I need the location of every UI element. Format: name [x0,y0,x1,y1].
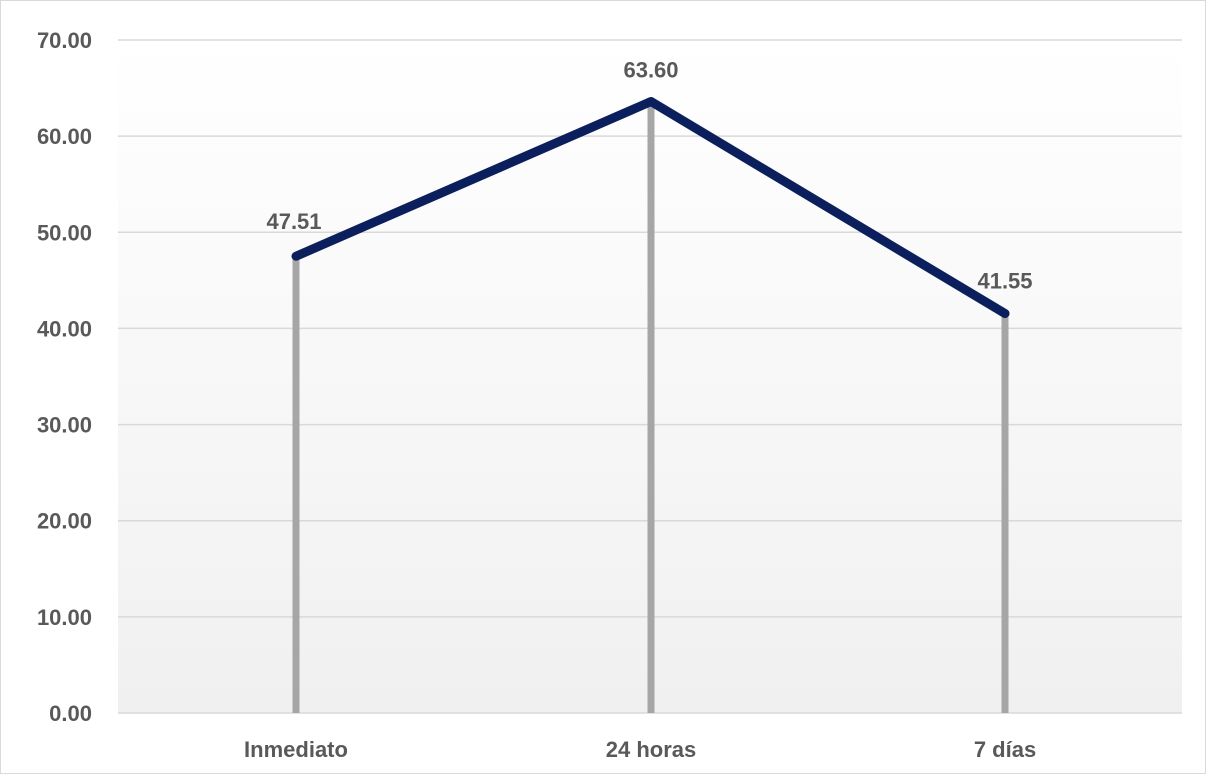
x-tick-label: 7 días [974,737,1036,762]
x-tick-label: 24 horas [606,737,697,762]
y-tick-label: 10.00 [37,605,92,630]
x-tick-label: Inmediato [244,737,348,762]
data-label: 41.55 [977,269,1032,294]
y-tick-label: 60.00 [37,124,92,149]
y-tick-label: 70.00 [37,28,92,53]
series-line-group [291,97,1010,319]
data-point [1001,309,1009,318]
y-tick-label: 40.00 [37,316,92,341]
data-labels: 47.51 63.60 41.55 [266,58,1032,294]
data-label: 63.60 [623,58,678,83]
data-point [647,97,655,106]
drop-lines [292,101,1009,713]
x-axis-ticks: Inmediato 24 horas 7 días [244,737,1036,762]
data-point [292,252,300,261]
y-tick-label: 50.00 [37,220,92,245]
y-tick-label: 30.00 [37,413,92,438]
data-label: 47.51 [266,209,321,234]
y-axis-ticks: 0.00 10.00 20.00 30.00 40.00 50.00 60.00 70.00 [37,28,92,726]
y-tick-label: 0.00 [49,701,92,726]
y-tick-label: 20.00 [37,509,92,534]
